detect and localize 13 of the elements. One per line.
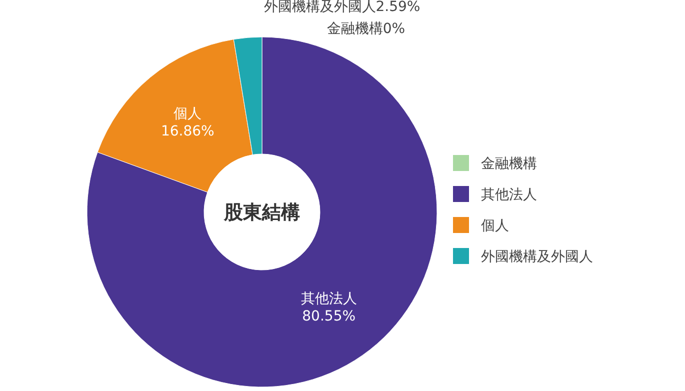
slice-label: 個人: [174, 106, 202, 122]
slice-label: 其他法人: [300, 291, 357, 308]
data-label: 80.55%: [302, 308, 356, 325]
donut-slice: [86, 36, 438, 388]
text: 股東結構: [223, 202, 300, 224]
data-label: 2.59%: [376, 0, 420, 15]
data-label: 16.86%: [160, 124, 214, 140]
legend-label: 其他法人: [481, 187, 537, 203]
legend-label: 個人: [481, 218, 509, 234]
legend-label: 外國機構及外國人: [481, 249, 593, 265]
legend-label: 金融機構: [481, 156, 537, 172]
category-label: 金融機構: [326, 21, 383, 37]
text: 0%: [382, 21, 406, 37]
